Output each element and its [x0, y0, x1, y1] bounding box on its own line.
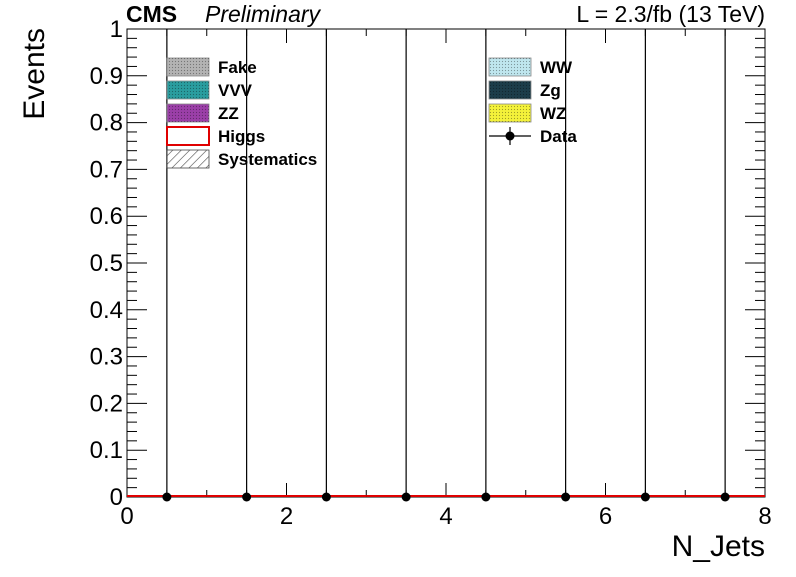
y-tick-label: 0 — [110, 484, 123, 511]
data-point — [401, 492, 411, 502]
legend-swatch-texture — [167, 58, 209, 76]
legend-label-data: Data — [540, 127, 577, 146]
y-tick-label: 0.7 — [90, 156, 123, 183]
data-point — [162, 492, 172, 502]
x-tick-label: 8 — [758, 503, 771, 530]
legend-swatch-texture — [489, 104, 531, 122]
lumi-label: L = 2.3/fb (13 TeV) — [576, 1, 765, 27]
legend-label-zz: ZZ — [218, 104, 239, 123]
data-point — [321, 492, 331, 502]
y-axis-title: Events — [18, 28, 51, 120]
y-tick-label: 0.6 — [90, 203, 123, 230]
legend: Fake VVV ZZ Higgs Systematics WW Zg WZ Data — [166, 57, 577, 169]
x-tick-label: 0 — [120, 503, 133, 530]
legend-label-zg: Zg — [540, 81, 561, 100]
y-tick-label: 0.1 — [90, 437, 123, 464]
status-label: Preliminary — [205, 1, 322, 27]
experiment-label: CMS — [126, 1, 177, 27]
legend-swatch-texture — [167, 81, 209, 99]
legend-label-higgs: Higgs — [218, 127, 265, 146]
y-tick-label: 0.5 — [90, 250, 123, 277]
x-axis-title: N_Jets — [672, 530, 765, 563]
legend-label-ww: WW — [540, 58, 573, 77]
y-tick-label: 0.4 — [90, 297, 123, 324]
legend-swatch-texture — [167, 104, 209, 122]
data-point — [242, 492, 252, 502]
plot-area: 0 2 4 6 8 0 0.1 0.2 0.3 0.4 0.5 0.6 0.7 0.8 0.9 1 — [90, 16, 772, 530]
legend-swatch-texture — [489, 81, 531, 99]
y-tick-label: 0.9 — [90, 63, 123, 90]
legend-swatch-higgs — [166, 126, 210, 146]
legend-label-systematics: Systematics — [218, 150, 317, 169]
data-point — [640, 492, 650, 502]
x-tick-label: 2 — [280, 503, 293, 530]
data-point — [720, 492, 730, 502]
legend-data-marker — [505, 131, 515, 141]
legend-swatch-texture — [489, 58, 531, 76]
y-tick-label: 0.3 — [90, 344, 123, 371]
y-tick-label: 0.8 — [90, 110, 123, 137]
legend-label-vvv: VVV — [218, 81, 253, 100]
data-point — [481, 492, 491, 502]
x-tick-label: 4 — [439, 503, 452, 530]
y-tick-label: 0.2 — [90, 390, 123, 417]
legend-label-wz: WZ — [540, 104, 566, 123]
legend-label-fake: Fake — [218, 58, 257, 77]
legend-swatch-systematics — [166, 149, 210, 169]
y-tick-label: 1 — [110, 16, 123, 43]
x-tick-label: 6 — [599, 503, 612, 530]
data-point — [561, 492, 571, 502]
